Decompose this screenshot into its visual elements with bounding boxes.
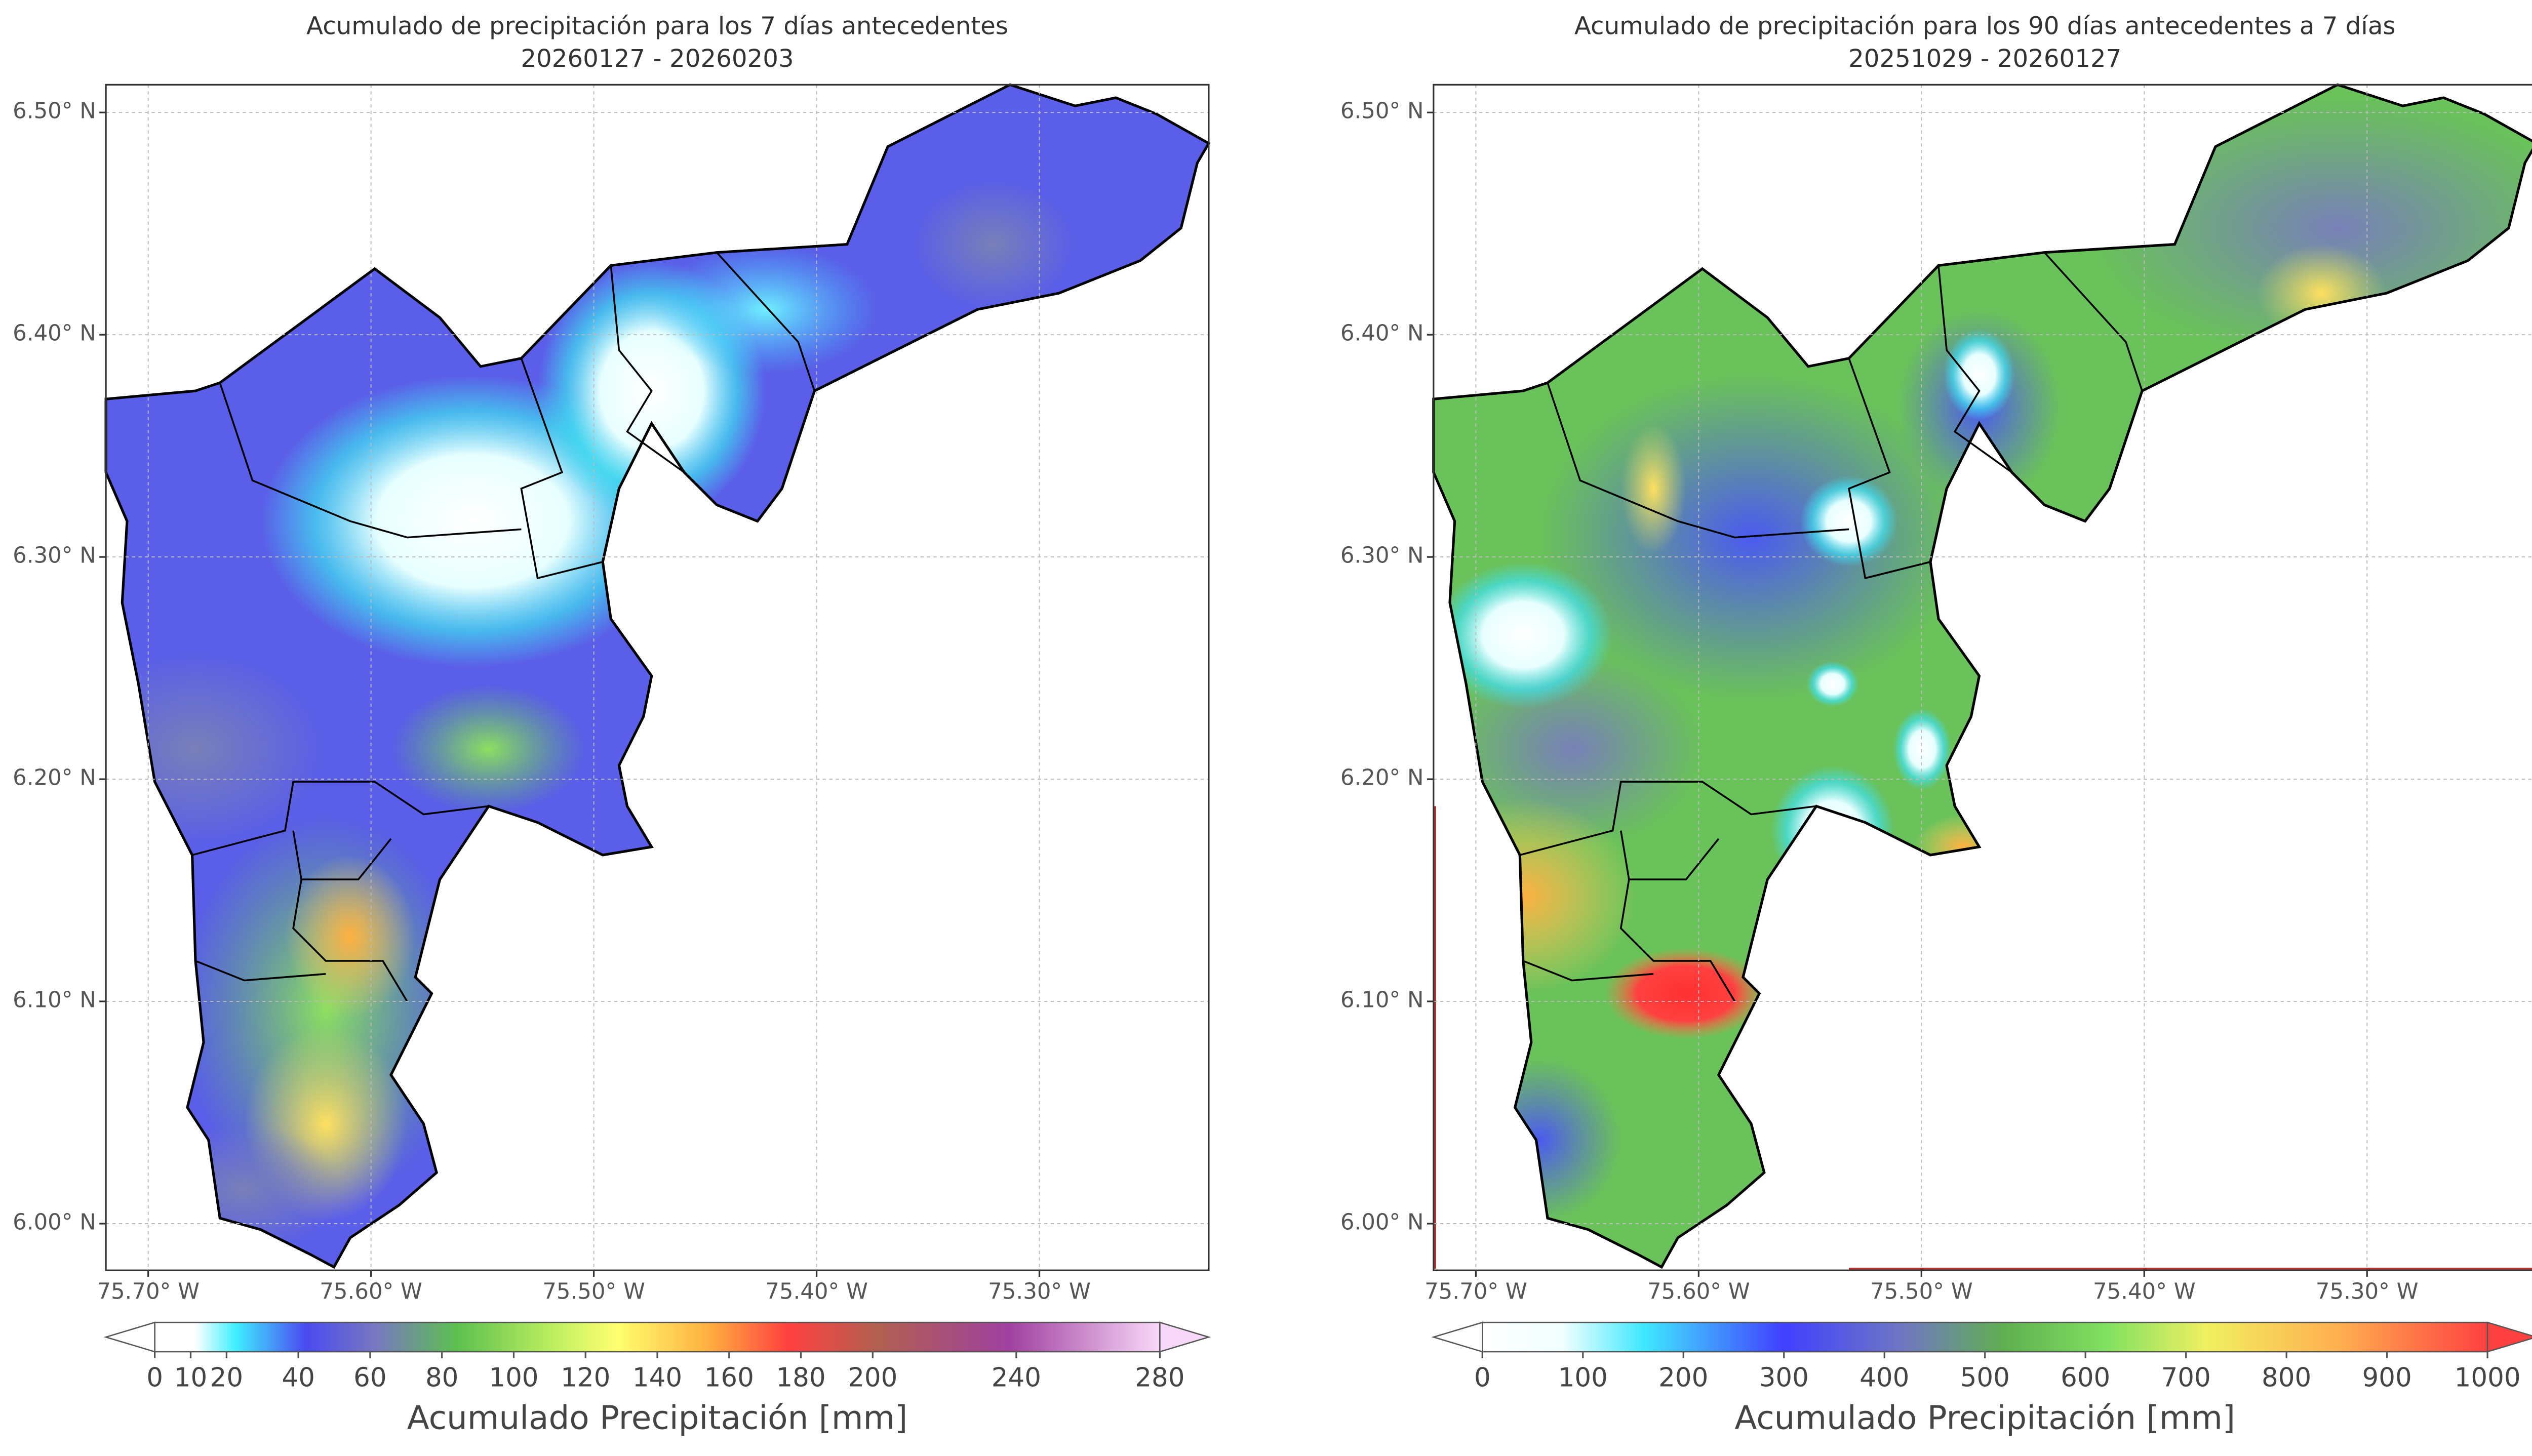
- axes: 75.70° W 75.60° W 75.50° W 75.40° W 75.30° W…: [13, 84, 1210, 1305]
- colorbar-tick-label: 300: [1759, 1363, 1809, 1393]
- colorbar-tick-label: 180: [776, 1363, 825, 1393]
- map-left: [65, 82, 1222, 1278]
- y-tick-label: 6.00° N: [1340, 1210, 1424, 1235]
- x-tick-label: 75.60° W: [320, 1279, 422, 1305]
- colorbar-extend-high: [1159, 1321, 1211, 1353]
- map-title: Acumulado de precipitación para los 90 d…: [1574, 12, 2396, 41]
- colorbar-extend-low: [1431, 1321, 1483, 1353]
- map-right: [1409, 82, 2532, 1270]
- colorbar-tick-label: 0: [146, 1363, 163, 1393]
- map-title: Acumulado de precipitación para los 7 dí…: [306, 12, 1008, 41]
- y-tick-label: 6.20° N: [1340, 765, 1424, 791]
- colorbar-tick-label: 1000: [2455, 1363, 2521, 1393]
- colorbar-tick-label: 60: [353, 1363, 386, 1393]
- y-tick-label: 6.40° N: [13, 321, 96, 346]
- map-subtitle: 20260127 - 20260203: [521, 45, 794, 73]
- colorbar-tick-label: 200: [1658, 1363, 1708, 1393]
- colorbar-tick-label: 240: [992, 1363, 1041, 1393]
- y-tick-label: 6.50° N: [1340, 99, 1424, 124]
- x-tick-label: 75.70° W: [1425, 1279, 1527, 1305]
- colorbar-extend-high: [2486, 1321, 2532, 1353]
- x-tick-label: 75.30° W: [988, 1279, 1091, 1305]
- y-tick-label: 6.40° N: [1340, 321, 1424, 346]
- colorbar-tick-label: 280: [1135, 1363, 1184, 1393]
- y-tick-label: 6.20° N: [13, 765, 96, 791]
- colorbar-tick-label: 80: [425, 1363, 458, 1393]
- y-tick-label: 6.50° N: [13, 99, 96, 124]
- colorbar-tick-label: 160: [704, 1363, 754, 1393]
- colorbar-tick-label: 100: [489, 1363, 538, 1393]
- colorbar-tick-label: 500: [1960, 1363, 2010, 1393]
- axes: 75.70° W 75.60° W 75.50° W 75.40° W 75.30° W…: [1340, 84, 2532, 1305]
- x-tick-label: 75.40° W: [765, 1279, 868, 1305]
- x-tick-label: 75.50° W: [1870, 1279, 1973, 1305]
- colorbar-tick-label: 40: [282, 1363, 314, 1393]
- colorbar-tick-label: 100: [1558, 1363, 1608, 1393]
- y-tick-label: 6.30° N: [13, 543, 96, 569]
- x-tick-label: 75.70° W: [97, 1279, 200, 1305]
- map-subtitle: 20251029 - 20260127: [1848, 45, 2121, 73]
- x-tick-label: 75.30° W: [2316, 1279, 2419, 1305]
- axes-frame: [1433, 84, 2532, 1271]
- colorbar-tick-label: 200: [848, 1363, 897, 1393]
- y-tick-label: 6.10° N: [1340, 988, 1424, 1013]
- colorbar-tick-label: 800: [2262, 1363, 2311, 1393]
- colorbar-label: Acumulado Precipitación [mm]: [407, 1399, 908, 1437]
- colorbar: [154, 1321, 1161, 1353]
- x-tick-label: 75.40° W: [2093, 1279, 2196, 1305]
- colorbar-tick-label: 600: [2061, 1363, 2110, 1393]
- colorbar-tick-label: 0: [1474, 1363, 1491, 1393]
- y-tick-label: 6.10° N: [13, 988, 96, 1013]
- colorbar-extend-low: [103, 1321, 155, 1353]
- colorbar-tick-label: 900: [2362, 1363, 2412, 1393]
- colorbar-tick-label: 120: [561, 1363, 610, 1393]
- colorbar-tick-label: 700: [2161, 1363, 2211, 1393]
- colorbar: [1482, 1321, 2488, 1353]
- colorbar-tick-label: 400: [1860, 1363, 1909, 1393]
- y-tick-label: 6.00° N: [13, 1210, 96, 1235]
- y-tick-label: 6.30° N: [1340, 543, 1424, 569]
- x-tick-label: 75.50° W: [542, 1279, 645, 1305]
- axes-frame: [105, 84, 1210, 1271]
- colorbar-label: Acumulado Precipitación [mm]: [1734, 1399, 2235, 1437]
- colorbar-tick-label: 10: [174, 1363, 207, 1393]
- colorbar-tick-label: 20: [210, 1363, 243, 1393]
- x-tick-label: 75.60° W: [1647, 1279, 1750, 1305]
- colorbar-tick-label: 140: [632, 1363, 682, 1393]
